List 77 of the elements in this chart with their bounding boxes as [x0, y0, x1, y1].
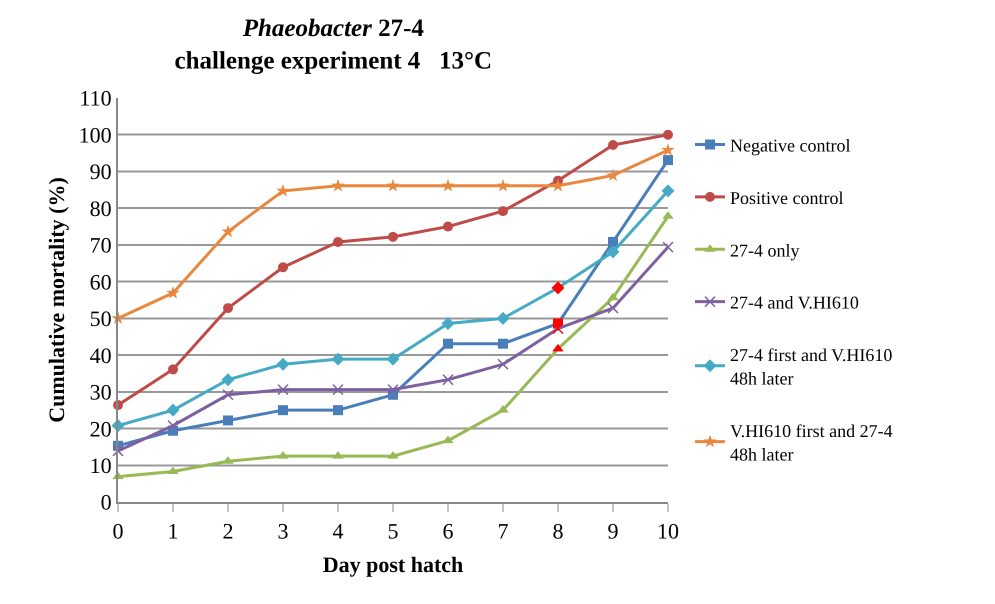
x-axis-title: Day post hatch	[322, 552, 464, 577]
x-tick-label: 10	[657, 518, 679, 544]
legend-label: Negative control	[730, 136, 850, 156]
point	[278, 405, 288, 416]
point	[222, 389, 234, 401]
point	[498, 206, 508, 216]
y-tick-label: 30	[90, 380, 112, 405]
x-tick-label: 9	[608, 518, 618, 544]
point	[662, 241, 674, 253]
y-tick-label: 90	[90, 159, 112, 184]
point	[608, 140, 618, 150]
y-tick-label: 110	[79, 86, 112, 111]
point	[663, 155, 673, 166]
point	[442, 374, 454, 386]
y-tick-label: 0	[100, 490, 112, 515]
point	[333, 405, 343, 416]
legend-label: Positive control	[730, 188, 844, 208]
point	[607, 302, 619, 314]
point	[223, 303, 233, 314]
x-tick-label: 6	[442, 518, 454, 544]
point	[443, 338, 453, 349]
point	[278, 262, 288, 272]
x-tick-label: 1	[168, 518, 178, 544]
point	[498, 338, 508, 349]
point	[552, 281, 564, 294]
point	[223, 415, 233, 426]
legend-label: 27-4 only	[730, 240, 800, 260]
point	[167, 420, 179, 432]
point	[608, 236, 618, 247]
y-tick-label: 100	[78, 122, 112, 148]
point	[496, 178, 510, 192]
point	[552, 322, 564, 334]
x-tick-label: 5	[388, 518, 398, 544]
point	[661, 143, 675, 156]
point	[662, 184, 674, 198]
legend-label: 27-4 and V.HI610	[730, 292, 859, 313]
point	[112, 445, 124, 457]
x-tick-label: 2	[222, 518, 234, 544]
y-tick-label: 10	[90, 452, 112, 478]
legend-label: V.HI610 first and 27-4 48h later	[730, 420, 893, 464]
point	[332, 352, 344, 366]
legend-label: 27-4 first and V.HI610 48h later	[730, 345, 892, 388]
point	[606, 245, 620, 258]
point	[331, 178, 345, 192]
x-tick-label: 4	[332, 518, 344, 544]
y-axis-title: Cumulative mortality (%)	[44, 177, 69, 423]
y-tick-label: 50	[90, 306, 112, 332]
point	[277, 384, 289, 396]
y-tick-label: 20	[90, 416, 112, 442]
point	[386, 352, 400, 366]
y-tick-label: 70	[90, 232, 112, 258]
chart-title: Phaeobacter 27-4 challenge experiment 4 13°C	[174, 15, 492, 75]
y-tick-label: 60	[90, 269, 112, 294]
point	[386, 178, 400, 192]
point	[166, 404, 180, 417]
point	[606, 168, 620, 182]
point	[168, 364, 178, 374]
point	[388, 232, 398, 242]
y-tick-label: 40	[90, 342, 112, 368]
y-tick-label: 80	[90, 196, 112, 221]
point	[276, 184, 290, 197]
point	[332, 384, 344, 396]
point	[222, 373, 234, 386]
point	[443, 222, 453, 232]
point	[221, 224, 235, 238]
point	[497, 358, 509, 370]
x-tick-label: 8	[552, 518, 564, 544]
point	[496, 312, 510, 325]
x-tick-label: 3	[278, 518, 288, 544]
x-tick-label: 7	[498, 518, 508, 544]
point	[333, 236, 343, 247]
point	[166, 286, 180, 299]
point	[387, 384, 399, 396]
point	[663, 130, 673, 140]
point	[276, 358, 290, 371]
point	[442, 317, 454, 330]
point	[441, 178, 455, 192]
